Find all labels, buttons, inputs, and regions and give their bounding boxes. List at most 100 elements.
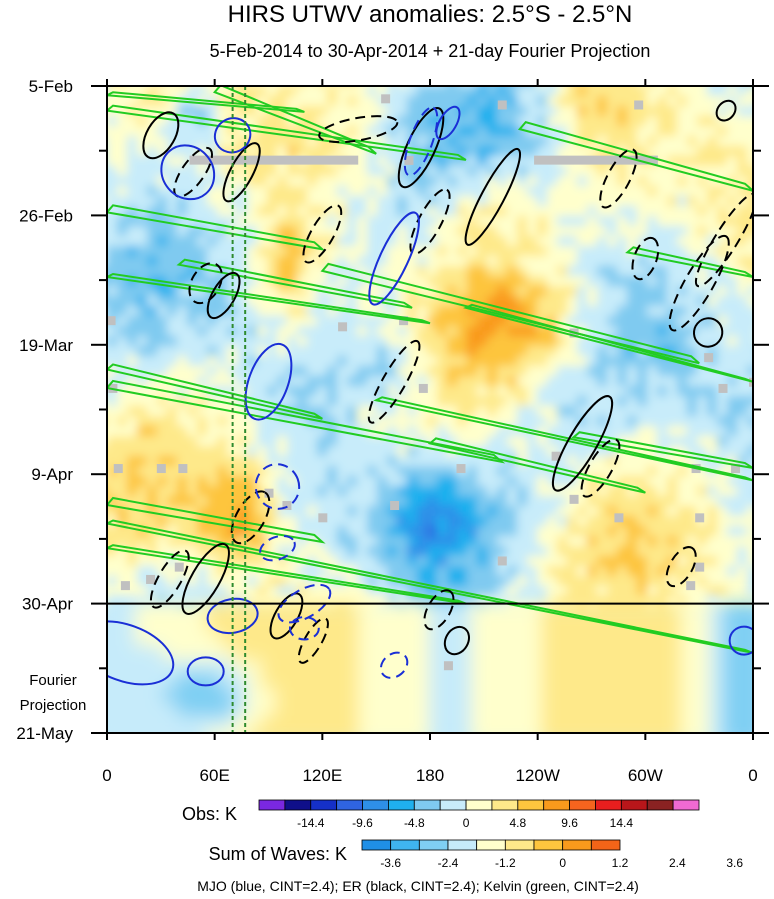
waves-colorbar-name: Sum of Waves: K bbox=[209, 844, 347, 864]
er-contour-positive bbox=[181, 542, 230, 615]
kelvin-contour bbox=[107, 519, 753, 654]
kelvin-contour bbox=[107, 544, 467, 605]
missing-data-marker bbox=[156, 464, 166, 474]
colorbar-label: 1.2 bbox=[612, 856, 629, 870]
missing-data-marker bbox=[704, 353, 714, 363]
colorbar-swatch bbox=[590, 839, 621, 851]
er-contour-positive bbox=[692, 317, 724, 348]
mjo-contour-negative bbox=[277, 583, 332, 624]
mjo-contour-positive bbox=[728, 625, 753, 656]
x-tick-label: 60W bbox=[628, 766, 663, 785]
x-tick-label: 120W bbox=[515, 766, 559, 785]
er-contour-negative bbox=[318, 115, 399, 144]
x-tick-label: 60E bbox=[200, 766, 230, 785]
er-contour-positive bbox=[206, 271, 241, 320]
er-contour-negative bbox=[694, 192, 753, 288]
projection-field-cells bbox=[107, 603, 753, 733]
kelvin-contour bbox=[212, 86, 377, 155]
colorbar-swatch bbox=[504, 839, 535, 851]
missing-data-marker bbox=[443, 661, 453, 671]
chart-subtitle: 5-Feb-2014 to 30-Apr-2014 + 21-day Fouri… bbox=[210, 41, 651, 61]
kelvin-contour bbox=[463, 303, 753, 383]
er-contour-positive bbox=[443, 625, 470, 656]
kelvin-contour bbox=[176, 258, 413, 309]
colorbar-label: 14.4 bbox=[610, 816, 634, 830]
kelvin-contour bbox=[107, 204, 326, 251]
colorbar-swatch bbox=[646, 799, 674, 811]
colorbar-swatch bbox=[439, 799, 467, 811]
missing-data-marker bbox=[113, 464, 123, 474]
mjo-contour-positive bbox=[368, 211, 420, 306]
missing-data-marker bbox=[390, 501, 400, 511]
missing-data-marker bbox=[120, 581, 130, 591]
colorbar-swatch bbox=[284, 799, 312, 811]
missing-data-marker bbox=[282, 501, 292, 511]
er-contour-negative bbox=[230, 490, 271, 545]
colorbar-swatch bbox=[620, 799, 648, 811]
obs-colorbar: -14.4 -9.6 -4.8 0 4.8 9.6 14.4 bbox=[258, 799, 700, 830]
kelvin-contours bbox=[107, 86, 753, 654]
y-tick-label: 9-Apr bbox=[31, 465, 73, 484]
colorbar-label: 4.8 bbox=[509, 816, 526, 830]
colorbar-swatch bbox=[390, 839, 420, 851]
kelvin-contour bbox=[625, 246, 753, 279]
kelvin-contour bbox=[107, 496, 326, 544]
missing-data-marker bbox=[695, 562, 705, 572]
y-axis: 5-Feb 26-Feb 19-Mar 9-Apr 30-Apr 21-May bbox=[16, 77, 769, 743]
missing-data-marker bbox=[399, 316, 409, 326]
er-contour-negative bbox=[149, 549, 190, 609]
colorbar-swatch bbox=[336, 799, 363, 811]
colorbar-swatch bbox=[418, 839, 449, 851]
er-contour-negative bbox=[668, 234, 730, 332]
missing-data-marker bbox=[318, 513, 328, 523]
missing-data-marker bbox=[569, 494, 579, 504]
y-tick-label: 21-May bbox=[16, 724, 73, 743]
mjo-contour-negative bbox=[254, 463, 301, 510]
er-contour-positive bbox=[142, 111, 180, 160]
er-contour-negative bbox=[599, 148, 638, 209]
chart-title: HIRS UTWV anomalies: 2.5°S - 2.5°N bbox=[228, 1, 633, 28]
missing-data-marker bbox=[614, 513, 624, 523]
colorbar-swatch bbox=[672, 799, 700, 811]
missing-data-marker bbox=[178, 464, 188, 474]
colorbar-label: -3.6 bbox=[380, 856, 401, 870]
waves-colorbar: -3.6 -2.4 -1.2 0 1.2 2.4 3.6 bbox=[361, 839, 743, 870]
colorbar-swatch bbox=[388, 799, 415, 811]
er-contour-negative bbox=[302, 204, 343, 264]
er-contour-positive bbox=[551, 395, 614, 492]
colorbar-swatch bbox=[533, 839, 564, 851]
missing-data-marker bbox=[497, 556, 507, 566]
colorbar-swatch bbox=[465, 799, 493, 811]
colorbar-swatch bbox=[517, 799, 545, 811]
missing-data-bar bbox=[189, 155, 359, 165]
reference-lines bbox=[231, 86, 247, 733]
kelvin-contour bbox=[427, 437, 646, 494]
colorbar-swatch bbox=[476, 839, 506, 851]
kelvin-contour bbox=[517, 120, 753, 192]
plot-area bbox=[107, 86, 753, 733]
kelvin-contour bbox=[107, 272, 431, 325]
kelvin-contour bbox=[373, 396, 753, 482]
x-tick-label: 120E bbox=[302, 766, 342, 785]
colorbar-swatch bbox=[491, 799, 519, 811]
y-tick-label: 26-Feb bbox=[19, 206, 73, 225]
missing-data-marker bbox=[264, 488, 274, 498]
er-contour-negative bbox=[631, 236, 660, 281]
mjo-contour-positive bbox=[160, 144, 216, 201]
er-contour-negative bbox=[297, 617, 329, 664]
missing-data-marker bbox=[174, 562, 184, 572]
missing-data-marker bbox=[338, 322, 348, 332]
colorbar-swatch bbox=[562, 839, 592, 851]
colorbar-swatch bbox=[543, 799, 570, 811]
er-contour-positive bbox=[222, 142, 261, 203]
missing-data-bar bbox=[534, 155, 658, 165]
mjo-contour-positive bbox=[244, 342, 293, 421]
kelvin-contour bbox=[107, 104, 467, 161]
missing-data-marker bbox=[497, 100, 507, 110]
colorbar-label: 0 bbox=[463, 816, 470, 830]
colorbar-label: 3.6 bbox=[726, 856, 743, 870]
colorbar-label: -1.2 bbox=[495, 856, 516, 870]
colorbar-label: -14.4 bbox=[297, 816, 325, 830]
missing-data-marker bbox=[686, 581, 696, 591]
